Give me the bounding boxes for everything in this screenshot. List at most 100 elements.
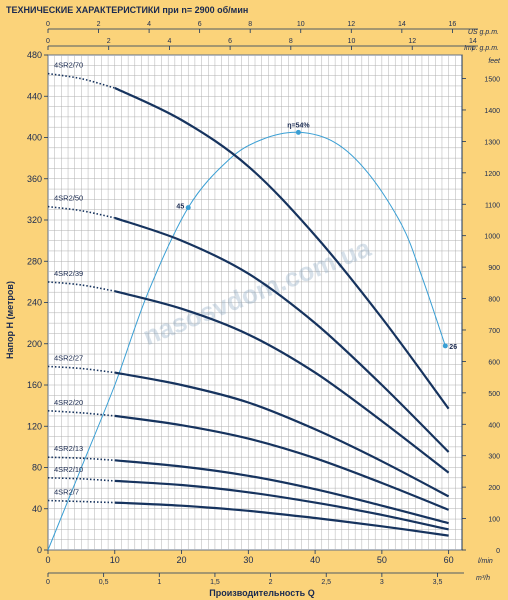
chart-title: ТЕХНИЧЕСКИЕ ХАРАКТЕРИСТИКИ при n= 2900 о… — [6, 5, 248, 15]
curve-line — [114, 479, 449, 531]
y-tick-label: 480 — [27, 50, 42, 60]
feet-tick-label: 900 — [488, 265, 500, 272]
efficiency-label: 45 — [176, 204, 184, 211]
us-tick-label: 10 — [297, 21, 305, 28]
curve-label: 4SR2/13 — [54, 444, 83, 453]
us-tick-label: 6 — [198, 21, 202, 28]
us-tick-label: 8 — [248, 21, 252, 28]
y-axis-title: Напор H (метров) — [5, 281, 15, 359]
feet-tick-label: 400 — [488, 422, 500, 429]
m3h-tick-label: 1 — [157, 579, 161, 586]
curve-line — [114, 87, 450, 410]
us-tick-label: 4 — [147, 21, 151, 28]
feet-tick-label: 200 — [488, 485, 500, 492]
y-tick-label: 120 — [27, 421, 42, 431]
feet-unit-label: feet — [488, 58, 501, 65]
us-tick-label: 12 — [347, 21, 355, 28]
imp-tick-label: 10 — [348, 38, 356, 45]
curve-dotted-part — [47, 72, 116, 89]
y-axis-meters: 0 40 80 120 160 200 240 280 320 360 400 440 480 — [27, 50, 48, 555]
feet-tick-label: 300 — [488, 454, 500, 461]
m3h-tick-label: 0 — [46, 579, 50, 586]
y-tick-label: 400 — [27, 133, 42, 143]
m3h-tick-label: 2,5 — [321, 579, 331, 586]
x-tick-label: 20 — [177, 555, 187, 565]
y-tick-label: 80 — [32, 463, 42, 473]
y-tick-label: 240 — [27, 298, 42, 308]
us-tick-label: 2 — [97, 21, 101, 28]
m3h-tick-label: 2 — [269, 579, 273, 586]
feet-tick-label: 1000 — [484, 234, 500, 241]
top-axes: 0 2 4 6 8 10 12 14 16 0 2 4 6 8 10 12 14 US g.p.m. Imp. g.… — [46, 21, 499, 52]
curve-dotted-part — [47, 281, 115, 292]
y-tick-label: 320 — [27, 215, 42, 225]
curve-label: 4SR2/50 — [54, 194, 83, 203]
curve-dotted-part — [47, 205, 115, 219]
curve-line — [114, 371, 450, 498]
x-tick-label: 0 — [45, 555, 50, 565]
curve-dotted-part — [47, 456, 115, 462]
efficiency-line — [47, 131, 446, 551]
grid — [47, 54, 463, 551]
y-tick-label: 440 — [27, 91, 42, 101]
feet-tick-label: 1300 — [484, 139, 500, 146]
x-tick-label: 50 — [377, 555, 387, 565]
imp-tick-label: 6 — [228, 38, 232, 45]
imp-tick-label: 12 — [408, 38, 416, 45]
curve-line — [114, 414, 450, 511]
feet-tick-label: 1500 — [484, 77, 500, 84]
x-tick-label: 10 — [110, 555, 120, 565]
feet-tick-label: 1200 — [484, 171, 500, 178]
x-tick-label: 40 — [310, 555, 320, 565]
imp-tick-label: 4 — [167, 38, 171, 45]
x-axis-title: Производительность Q — [209, 588, 314, 598]
imp-tick-label: 8 — [289, 38, 293, 45]
curve-label: 4SR2/70 — [54, 61, 83, 70]
curve-label: 4SR2/39 — [54, 269, 83, 278]
imp-tick-label: 2 — [107, 38, 111, 45]
efficiency-point — [295, 129, 301, 135]
x-unit-label: l/min — [478, 558, 493, 565]
m3h-tick-label: 0,5 — [99, 579, 109, 586]
curve-dotted-part — [47, 365, 115, 374]
feet-tick-label: 0 — [496, 548, 500, 555]
us-unit-label: US g.p.m. — [468, 29, 499, 36]
y-tick-label: 40 — [32, 504, 42, 514]
feet-tick-label: 1100 — [485, 202, 500, 209]
curve-label: 4SR2/10 — [54, 465, 83, 474]
x-axis-lmin: 0 10 20 30 40 50 60 l/min 0 0,5 1 1,5 2 2,5 3 3,5 m³/h — [45, 550, 493, 586]
feet-tick-label: 600 — [488, 359, 500, 366]
imp-tick-label: 14 — [469, 38, 477, 45]
x-tick-label: 30 — [243, 555, 253, 565]
y-tick-label: 160 — [27, 380, 42, 390]
m3h-tick-label: 3 — [380, 579, 384, 586]
feet-tick-label: 700 — [488, 328, 500, 335]
m3h-tick-label: 3,5 — [433, 579, 443, 586]
x-tick-label: 60 — [444, 555, 454, 565]
curve-dotted-part — [47, 499, 115, 504]
us-tick-label: 0 — [46, 21, 50, 28]
curve-line — [114, 501, 449, 537]
efficiency-curve: 45 η=54% 26 — [47, 122, 457, 551]
feet-tick-label: 500 — [488, 391, 500, 398]
curve-dotted-part — [47, 410, 115, 417]
efficiency-label: η=54% — [287, 122, 310, 129]
m3h-tick-label: 1,5 — [210, 579, 220, 586]
efficiency-point — [442, 343, 448, 349]
curve-label: 4SR2/20 — [54, 398, 83, 407]
y-tick-label: 200 — [27, 339, 42, 349]
feet-tick-label: 1400 — [484, 108, 500, 115]
performance-curves: 4SR2/70 4SR2/50 4SR2/39 4SR2/27 4SR2/20 4SR2/… — [47, 61, 450, 537]
imp-tick-label: 0 — [46, 38, 50, 45]
us-tick-label: 14 — [398, 21, 406, 28]
imp-unit-label: Imp. g.p.m. — [464, 45, 499, 52]
y-tick-label: 280 — [27, 256, 42, 266]
efficiency-point — [185, 205, 191, 211]
curve-line — [114, 216, 450, 453]
curve-label: 4SR2/7 — [54, 488, 79, 497]
m3h-unit-label: m³/h — [476, 575, 490, 582]
efficiency-label: 26 — [449, 344, 457, 351]
curve-label: 4SR2/27 — [54, 353, 83, 362]
curve-line — [114, 459, 449, 525]
